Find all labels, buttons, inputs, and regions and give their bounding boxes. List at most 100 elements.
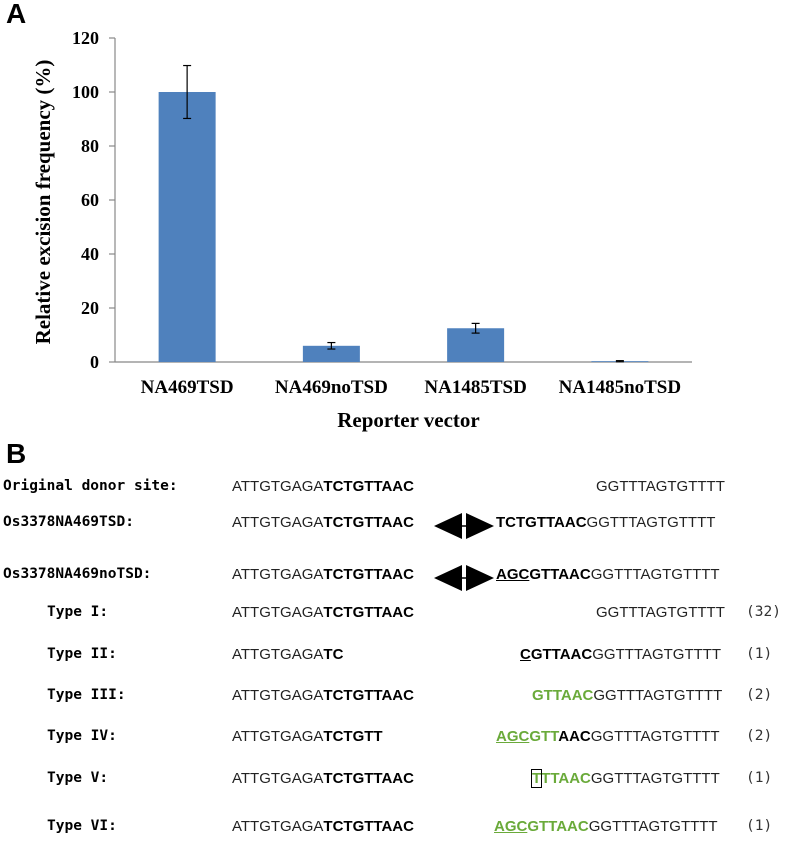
y-tick-label: 60 xyxy=(81,190,99,210)
x-tick-label: NA469TSD xyxy=(141,377,234,398)
sequence-segment: T xyxy=(530,769,543,788)
left-flank-sequence: ATTGTGAGATCTGTTAAC xyxy=(232,478,414,495)
sequence-row: Os3378NA469TSD: ATTGTGAGATCTGTTAAC TCTGTTA… xyxy=(0,513,793,539)
sequence-row: Original donor site: ATTGTGAGATCTGTTAAC GG… xyxy=(0,478,793,502)
right-flank-sequence: AGCGTTAACGGTTTAGTGTTTT xyxy=(494,818,718,835)
bar-na469notsd xyxy=(302,345,360,362)
right-flank-sequence: GTTAACGGTTTAGTGTTTT xyxy=(532,687,722,704)
sequence-row: Os3378NA469noTSD: ATTGTGAGATCTGTTAAC AGCGT… xyxy=(0,565,793,591)
left-flank-bold: TCTGTTAAC xyxy=(323,818,414,835)
left-flank-sequence: ATTGTGAGATCTGTTAAC xyxy=(232,514,414,531)
sequence-segment: AGC xyxy=(496,728,530,745)
right-flank-sequence: CGTTAACGGTTTAGTGTTTT xyxy=(520,646,721,663)
y-tick-label: 0 xyxy=(90,352,99,372)
y-tick-label: 20 xyxy=(81,298,99,318)
sequence-row-label: Os3378NA469TSD: xyxy=(3,514,134,530)
sequence-segment: GGTTTAGTGTTTT xyxy=(586,514,716,531)
right-flank-sequence: TCTGTTAACGGTTTAGTGTTTT xyxy=(496,514,715,531)
right-flank-sequence: AGCGTTAACGGTTTAGTGTTTT xyxy=(496,728,720,745)
panel-a: 0 20 40 60 80 100 120 NA469TSD NA469noTSD NA1485T… xyxy=(6,0,692,432)
sequence-segment: GGTTTAGTGTTTT xyxy=(596,478,725,495)
panel-b-letter: B xyxy=(6,438,27,469)
sequence-segment: TCTGTTAAC xyxy=(496,514,587,531)
bar-na1485tsd xyxy=(447,328,505,362)
sequence-segment: GGTTTAGTGTTTT xyxy=(590,770,720,787)
left-flank-sequence: ATTGTGAGATC xyxy=(232,646,343,663)
sequence-segment: GTTAAC xyxy=(530,646,593,663)
sequence-segment: GGTTTAGTGTTTT xyxy=(596,604,725,621)
left-flank-bold: TCTGTTAAC xyxy=(323,566,414,583)
sequence-segment: TTAAC xyxy=(541,770,591,787)
sequence-row-label: Original donor site: xyxy=(3,478,178,494)
sequence-row-label: Type II: xyxy=(47,646,117,662)
left-flank-plain: ATTGTGAGA xyxy=(232,566,324,583)
sequence-row: Type VI: ATTGTGAGATCTGTTAAC AGCGTTAACGGTTT… xyxy=(0,818,793,842)
right-flank-sequence: AGCGTTAACGGTTTAGTGTTTT xyxy=(496,566,720,583)
sequence-row: Type III: ATTGTGAGATCTGTTAAC GTTAACGGTTTAG… xyxy=(0,687,793,711)
clone-count: (1) xyxy=(746,646,773,662)
right-flank-sequence: GGTTTAGTGTTTT xyxy=(596,478,725,495)
left-flank-plain: ATTGTGAGA xyxy=(232,514,324,531)
sequence-segment: C xyxy=(520,646,531,663)
transposon-arrows-icon xyxy=(434,565,494,591)
left-flank-bold: TCTGTTAAC xyxy=(323,770,414,787)
right-flank-sequence: TTTAACGGTTTAGTGTTTT xyxy=(530,769,720,788)
left-flank-bold: TCTGTT xyxy=(323,728,383,745)
sequence-segment: GTT xyxy=(529,728,559,745)
left-flank-sequence: ATTGTGAGATCTGTTAAC xyxy=(232,566,414,583)
left-flank-plain: ATTGTGAGA xyxy=(232,728,324,745)
y-tick-label: 80 xyxy=(81,136,99,156)
left-flank-plain: ATTGTGAGA xyxy=(232,604,324,621)
right-flank-sequence: GGTTTAGTGTTTT xyxy=(596,604,725,621)
sequence-segment: GGTTTAGTGTTTT xyxy=(590,728,720,745)
left-flank-bold: TCTGTTAAC xyxy=(323,687,414,704)
sequence-segment: GGTTTAGTGTTTT xyxy=(590,566,720,583)
x-tick-label: NA1485TSD xyxy=(424,377,526,398)
y-tick-label: 100 xyxy=(72,82,99,102)
sequence-segment: AAC xyxy=(558,728,591,745)
bar-na469tsd xyxy=(158,92,216,362)
clone-count: (1) xyxy=(746,770,773,786)
x-tick-label: NA1485noTSD xyxy=(559,377,681,398)
left-flank-plain: ATTGTGAGA xyxy=(232,770,324,787)
clone-count: (1) xyxy=(746,818,773,834)
x-tick-label: NA469noTSD xyxy=(275,377,388,398)
sequence-row-label: Type IV: xyxy=(47,728,117,744)
left-flank-sequence: ATTGTGAGATCTGTTAAC xyxy=(232,687,414,704)
clone-count: (2) xyxy=(746,728,773,744)
left-flank-bold: TCTGTTAAC xyxy=(323,604,414,621)
sequence-row-label: Type III: xyxy=(47,687,126,703)
left-flank-bold: TCTGTTAAC xyxy=(323,478,414,495)
left-flank-plain: ATTGTGAGA xyxy=(232,818,324,835)
left-flank-sequence: ATTGTGAGATCTGTTAAC xyxy=(232,818,414,835)
panel-b: B Original donor site: ATTGTGAGATCTGTTAAC… xyxy=(0,438,793,850)
sequence-row-label: Os3378NA469noTSD: xyxy=(3,566,152,582)
left-flank-bold: TC xyxy=(323,646,344,663)
left-flank-sequence: ATTGTGAGATCTGTT xyxy=(232,728,383,745)
sequence-segment: GGTTTAGTGTTTT xyxy=(592,646,722,663)
y-tick-label: 120 xyxy=(72,28,99,48)
panel-a-letter: A xyxy=(6,0,27,29)
left-flank-sequence: ATTGTGAGATCTGTTAAC xyxy=(232,604,414,621)
bar-chart: 0 20 40 60 80 100 120 NA469TSD NA469noTSD NA1485T… xyxy=(31,28,692,432)
clone-count: (2) xyxy=(746,687,773,703)
sequence-segment: GTTAAC xyxy=(527,818,589,835)
clone-count: (32) xyxy=(746,604,781,620)
sequence-row-label: Type I: xyxy=(47,604,109,620)
sequence-segment: GTTAAC xyxy=(529,566,591,583)
left-flank-plain: ATTGTGAGA xyxy=(232,687,324,704)
sequence-row: Type IV: ATTGTGAGATCTGTT AGCGTTAACGGTTTAGT… xyxy=(0,728,793,752)
sequence-segment: AGC xyxy=(494,818,528,835)
sequence-segment: GGTTTAGTGTTTT xyxy=(593,687,723,704)
x-axis-title: Reporter vector xyxy=(337,408,479,432)
sequence-segment: AGC xyxy=(496,566,530,583)
sequence-row: Type II: ATTGTGAGATC CGTTAACGGTTTAGTGTTTT (… xyxy=(0,646,793,670)
y-tick-label: 40 xyxy=(81,244,99,264)
left-flank-plain: ATTGTGAGA xyxy=(232,646,324,663)
sequence-segment: GTTAAC xyxy=(532,687,594,704)
left-flank-plain: ATTGTGAGA xyxy=(232,478,324,495)
sequence-row: Type V: ATTGTGAGATCTGTTAAC TTTAACGGTTTAGTG… xyxy=(0,769,793,794)
transposon-arrows-icon xyxy=(434,513,494,539)
y-axis-title: Relative excision frequency (%) xyxy=(31,60,55,345)
left-flank-bold: TCTGTTAAC xyxy=(323,514,414,531)
